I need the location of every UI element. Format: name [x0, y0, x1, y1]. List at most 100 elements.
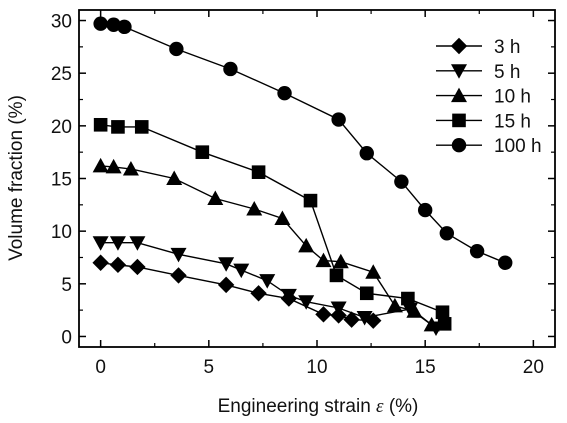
series-line: [100, 124, 446, 324]
data-point: [303, 193, 318, 208]
y-tick-label: 20: [51, 117, 72, 138]
y-tick-label: 30: [51, 12, 72, 33]
data-point: [469, 243, 485, 259]
data-point: [423, 316, 440, 332]
data-point: [250, 285, 267, 302]
data-point: [233, 263, 250, 279]
data-point: [92, 157, 109, 173]
data-point: [129, 236, 146, 251]
x-tick-label: 15: [415, 357, 436, 378]
legend-label: 15 h: [494, 111, 531, 132]
y-tick-label: 15: [51, 170, 72, 191]
data-point: [298, 295, 315, 310]
data-point: [280, 288, 297, 304]
data-point: [217, 276, 235, 294]
series-square: [93, 117, 452, 331]
data-point: [93, 16, 108, 31]
series-triangle-up: [92, 157, 440, 332]
data-point: [417, 202, 433, 218]
legend-label: 10 h: [494, 87, 531, 108]
data-point: [207, 190, 224, 206]
data-point: [223, 61, 238, 77]
data-point: [437, 317, 452, 331]
x-tick-label: 10: [306, 357, 327, 378]
series-line: [100, 165, 433, 326]
data-point: [406, 303, 423, 318]
data-point: [435, 305, 450, 320]
data-point: [93, 117, 108, 132]
plot-frame: [78, 9, 556, 348]
data-point: [330, 301, 347, 317]
series-triangle-down: [92, 236, 444, 337]
data-point: [359, 286, 374, 301]
data-point: [259, 274, 276, 289]
data-point: [105, 158, 122, 174]
legend-marker: [451, 64, 467, 79]
data-point: [246, 201, 263, 216]
x-axis-title: Engineering strain ε (%): [218, 396, 419, 417]
axis-ticks: 0 5 10 15 20 0 5 10 15 20 25 30: [51, 10, 555, 378]
data-point: [332, 253, 349, 269]
x-axis-title-symbol: ε: [376, 396, 384, 417]
y-tick-label: 10: [51, 222, 72, 243]
data-point: [170, 247, 187, 263]
data-point: [356, 311, 373, 326]
legend-marker: [452, 113, 466, 128]
x-tick-label: 5: [204, 357, 215, 378]
series-circle: [93, 16, 513, 270]
data-point: [274, 210, 291, 226]
y-tick-label: 5: [61, 275, 72, 296]
x-axis-title-unit: (%): [389, 396, 419, 417]
data-point: [498, 255, 513, 270]
legend-item: 5 h: [436, 62, 520, 83]
data-point: [218, 257, 235, 272]
legend: 3 h 5 h 10 h 15 h 100 h: [436, 37, 542, 157]
legend-marker: [451, 87, 467, 103]
legend-item: 100 h: [436, 136, 542, 157]
y-tick-label: 25: [51, 64, 72, 85]
series-layer: [92, 16, 513, 337]
x-tick-label: 20: [523, 357, 544, 378]
data-point: [439, 226, 455, 241]
data-point: [359, 146, 374, 161]
x-tick-label: 0: [95, 357, 106, 378]
legend-item: 10 h: [436, 87, 531, 108]
legend-item: 15 h: [436, 111, 531, 132]
data-point: [106, 17, 121, 32]
data-point: [109, 236, 126, 251]
data-point: [169, 41, 184, 57]
data-point: [329, 268, 344, 283]
legend-marker: [450, 37, 468, 55]
y-tick-label: 0: [61, 327, 72, 348]
data-point: [129, 258, 146, 276]
data-point: [315, 252, 332, 268]
data-point: [315, 306, 332, 323]
data-point: [298, 237, 315, 253]
legend-label: 3 h: [494, 37, 520, 58]
legend-label: 5 h: [494, 62, 520, 83]
data-point: [111, 120, 125, 134]
data-point: [134, 120, 149, 134]
data-point: [394, 174, 409, 189]
data-point: [92, 254, 109, 271]
data-point: [365, 264, 382, 279]
data-point: [92, 236, 109, 251]
data-point: [117, 19, 132, 35]
data-point: [251, 165, 266, 179]
data-point: [166, 170, 183, 185]
data-point: [122, 161, 139, 176]
data-point: [170, 267, 187, 284]
x-axis-title-text: Engineering strain: [218, 396, 371, 417]
data-point: [109, 256, 127, 274]
data-point: [331, 112, 346, 127]
data-point: [386, 297, 403, 313]
legend-label: 100 h: [494, 136, 542, 157]
y-axis-title: Volume fraction (%): [6, 95, 27, 261]
data-point: [277, 85, 292, 101]
legend-item: 3 h: [436, 37, 520, 58]
data-point: [195, 145, 210, 159]
data-point: [401, 291, 415, 306]
legend-marker: [451, 138, 467, 153]
data-point: [343, 311, 360, 328]
